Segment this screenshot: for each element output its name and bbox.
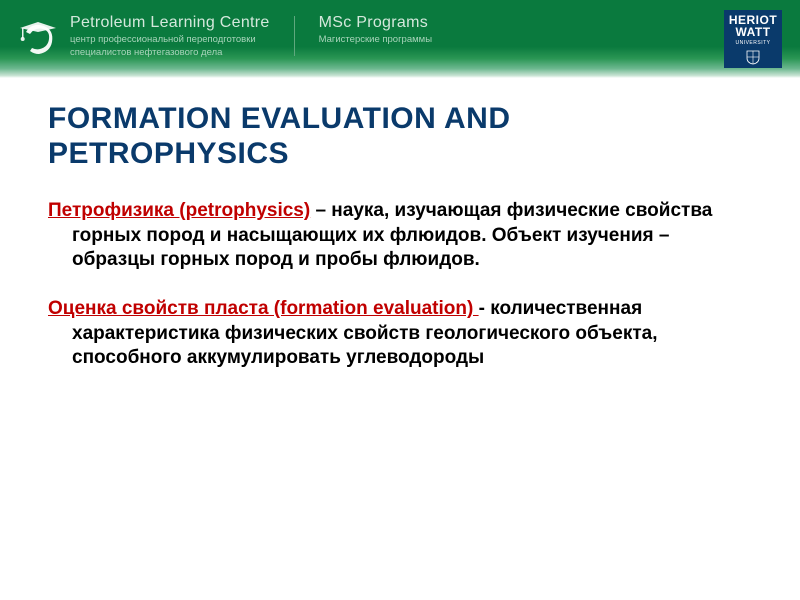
brand-logo-icon (18, 18, 60, 60)
paragraph-petrophysics: Петрофизика (petrophysics) – наука, изуч… (48, 199, 752, 273)
brand-subtitle-1: центр профессиональной переподготовки (70, 34, 270, 45)
program-column: MSc Programs Магистерские программы (319, 14, 432, 45)
university-logo: HERIOT WATT UNIVERSITY (724, 10, 782, 68)
slide-content: FORMATION EVALUATION AND PETROPHYSICS Пе… (0, 78, 800, 415)
term-formation-evaluation: Оценка свойств пласта (formation evaluat… (48, 298, 479, 319)
brand-subtitle-2: специалистов нефтегазового дела (70, 47, 270, 58)
term-petrophysics: Петрофизика (petrophysics) (48, 200, 310, 221)
paragraph-formation-evaluation: Оценка свойств пласта (formation evaluat… (48, 297, 752, 371)
university-tag: UNIVERSITY (735, 40, 770, 46)
program-title: MSc Programs (319, 14, 432, 32)
slide-header: Petroleum Learning Centre центр професси… (0, 0, 800, 78)
brand-title: Petroleum Learning Centre (70, 14, 270, 32)
slide-title: FORMATION EVALUATION AND PETROPHYSICS (48, 102, 752, 171)
university-name-top: HERIOT (729, 14, 777, 26)
program-subtitle: Магистерские программы (319, 34, 432, 45)
brand-column: Petroleum Learning Centre центр професси… (70, 14, 270, 59)
shield-icon (745, 49, 761, 65)
header-text-group: Petroleum Learning Centre центр професси… (70, 14, 432, 59)
header-divider (294, 16, 295, 56)
university-name-bottom: WATT (735, 26, 770, 38)
